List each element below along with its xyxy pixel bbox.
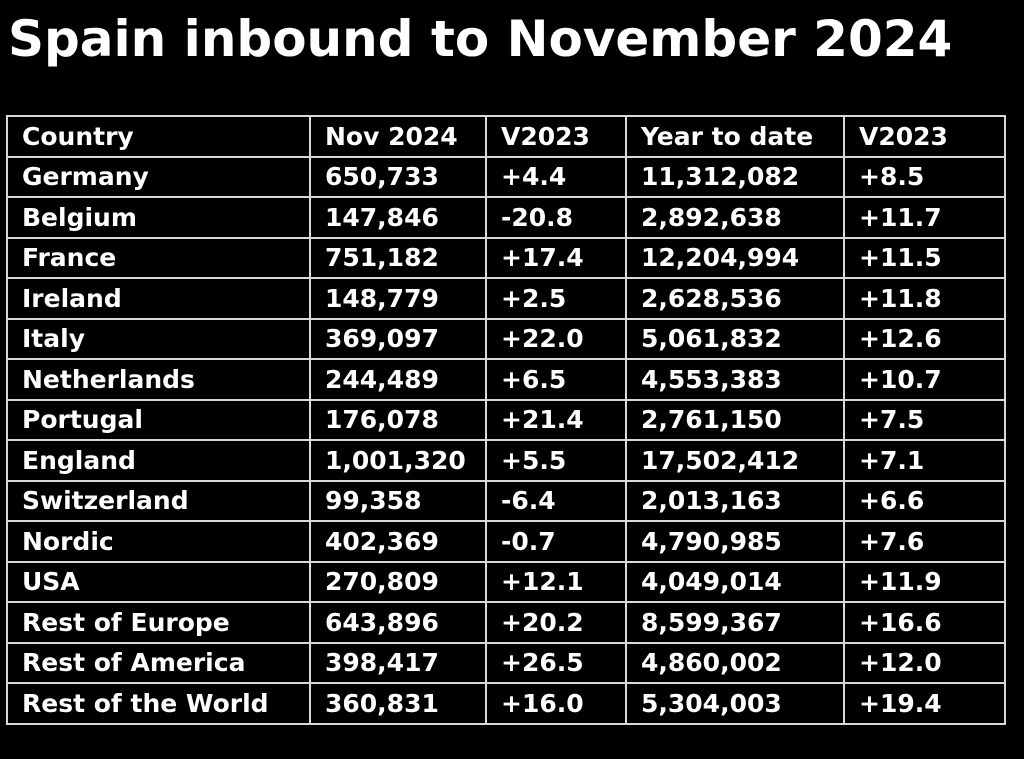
- cell-monthly-change: +12.1: [485, 560, 627, 603]
- cell-nov-2024: 360,831: [309, 682, 487, 725]
- cell-monthly-change: +2.5: [485, 277, 627, 320]
- table-row: Switzerland 99,358 -6.4 2,013,163 +6.6: [6, 479, 1006, 522]
- cell-ytd-change: +16.6: [843, 601, 1006, 644]
- cell-nov-2024: 643,896: [309, 601, 487, 644]
- header-monthly-change: V2023: [485, 115, 627, 158]
- table-body: Germany 650,733 +4.4 11,312,082 +8.5 Belgium 1…: [6, 155, 1006, 725]
- cell-monthly-change: +17.4: [485, 236, 627, 279]
- cell-country: Nordic: [6, 520, 311, 563]
- cell-nov-2024: 99,358: [309, 479, 487, 522]
- cell-ytd-change: +7.6: [843, 520, 1006, 563]
- cell-ytd-change: +12.6: [843, 317, 1006, 360]
- table-row: Italy 369,097 +22.0 5,061,832 +12.6: [6, 317, 1006, 360]
- table-row: Rest of Europe 643,896 +20.2 8,599,367 +16.6: [6, 601, 1006, 644]
- cell-monthly-change: -6.4: [485, 479, 627, 522]
- header-year-to-date: Year to date: [625, 115, 845, 158]
- cell-year-to-date: 2,761,150: [625, 398, 845, 441]
- cell-ytd-change: +10.7: [843, 358, 1006, 401]
- cell-country: Portugal: [6, 398, 311, 441]
- table-row: Belgium 147,846 -20.8 2,892,638 +11.7: [6, 196, 1006, 239]
- inbound-table: Country Nov 2024 V2023 Year to date V202…: [6, 115, 1006, 725]
- cell-year-to-date: 8,599,367: [625, 601, 845, 644]
- cell-monthly-change: -20.8: [485, 196, 627, 239]
- cell-ytd-change: +12.0: [843, 641, 1006, 684]
- cell-ytd-change: +11.5: [843, 236, 1006, 279]
- cell-monthly-change: +22.0: [485, 317, 627, 360]
- cell-year-to-date: 5,304,003: [625, 682, 845, 725]
- cell-ytd-change: +11.7: [843, 196, 1006, 239]
- cell-year-to-date: 4,790,985: [625, 520, 845, 563]
- cell-ytd-change: +7.5: [843, 398, 1006, 441]
- cell-year-to-date: 4,049,014: [625, 560, 845, 603]
- header-nov-2024: Nov 2024: [309, 115, 487, 158]
- cell-year-to-date: 17,502,412: [625, 439, 845, 482]
- cell-monthly-change: +21.4: [485, 398, 627, 441]
- table-row: Nordic 402,369 -0.7 4,790,985 +7.6: [6, 520, 1006, 563]
- cell-country: Italy: [6, 317, 311, 360]
- table-row: Portugal 176,078 +21.4 2,761,150 +7.5: [6, 398, 1006, 441]
- header-country: Country: [6, 115, 311, 158]
- table-row: Rest of the World 360,831 +16.0 5,304,003 +1…: [6, 682, 1006, 725]
- table-row: England 1,001,320 +5.5 17,502,412 +7.1: [6, 439, 1006, 482]
- cell-country: USA: [6, 560, 311, 603]
- cell-nov-2024: 398,417: [309, 641, 487, 684]
- cell-nov-2024: 148,779: [309, 277, 487, 320]
- cell-monthly-change: -0.7: [485, 520, 627, 563]
- cell-ytd-change: +19.4: [843, 682, 1006, 725]
- cell-nov-2024: 147,846: [309, 196, 487, 239]
- cell-year-to-date: 4,860,002: [625, 641, 845, 684]
- cell-ytd-change: +6.6: [843, 479, 1006, 522]
- cell-nov-2024: 176,078: [309, 398, 487, 441]
- cell-year-to-date: 5,061,832: [625, 317, 845, 360]
- cell-year-to-date: 2,892,638: [625, 196, 845, 239]
- cell-monthly-change: +16.0: [485, 682, 627, 725]
- cell-country: England: [6, 439, 311, 482]
- table-row: USA 270,809 +12.1 4,049,014 +11.9: [6, 560, 1006, 603]
- cell-year-to-date: 2,013,163: [625, 479, 845, 522]
- header-ytd-change: V2023: [843, 115, 1006, 158]
- cell-country: Rest of America: [6, 641, 311, 684]
- cell-nov-2024: 244,489: [309, 358, 487, 401]
- table-row: Ireland 148,779 +2.5 2,628,536 +11.8: [6, 277, 1006, 320]
- cell-country: France: [6, 236, 311, 279]
- cell-nov-2024: 650,733: [309, 155, 487, 198]
- cell-monthly-change: +26.5: [485, 641, 627, 684]
- cell-year-to-date: 4,553,383: [625, 358, 845, 401]
- cell-country: Ireland: [6, 277, 311, 320]
- cell-nov-2024: 270,809: [309, 560, 487, 603]
- table-row: Netherlands 244,489 +6.5 4,553,383 +10.7: [6, 358, 1006, 401]
- cell-country: Rest of the World: [6, 682, 311, 725]
- cell-ytd-change: +7.1: [843, 439, 1006, 482]
- cell-nov-2024: 402,369: [309, 520, 487, 563]
- cell-year-to-date: 2,628,536: [625, 277, 845, 320]
- cell-ytd-change: +11.8: [843, 277, 1006, 320]
- cell-ytd-change: +8.5: [843, 155, 1006, 198]
- cell-monthly-change: +20.2: [485, 601, 627, 644]
- cell-year-to-date: 11,312,082: [625, 155, 845, 198]
- cell-monthly-change: +5.5: [485, 439, 627, 482]
- cell-country: Germany: [6, 155, 311, 198]
- cell-ytd-change: +11.9: [843, 560, 1006, 603]
- cell-country: Belgium: [6, 196, 311, 239]
- cell-country: Switzerland: [6, 479, 311, 522]
- cell-monthly-change: +4.4: [485, 155, 627, 198]
- table-row: Germany 650,733 +4.4 11,312,082 +8.5: [6, 155, 1006, 198]
- table-row: Rest of America 398,417 +26.5 4,860,002 +12.…: [6, 641, 1006, 684]
- cell-country: Netherlands: [6, 358, 311, 401]
- cell-nov-2024: 751,182: [309, 236, 487, 279]
- cell-country: Rest of Europe: [6, 601, 311, 644]
- table-header-row: Country Nov 2024 V2023 Year to date V202…: [6, 115, 1006, 158]
- cell-nov-2024: 1,001,320: [309, 439, 487, 482]
- page-title: Spain inbound to November 2024: [8, 10, 953, 68]
- cell-monthly-change: +6.5: [485, 358, 627, 401]
- cell-nov-2024: 369,097: [309, 317, 487, 360]
- table-row: France 751,182 +17.4 12,204,994 +11.5: [6, 236, 1006, 279]
- cell-year-to-date: 12,204,994: [625, 236, 845, 279]
